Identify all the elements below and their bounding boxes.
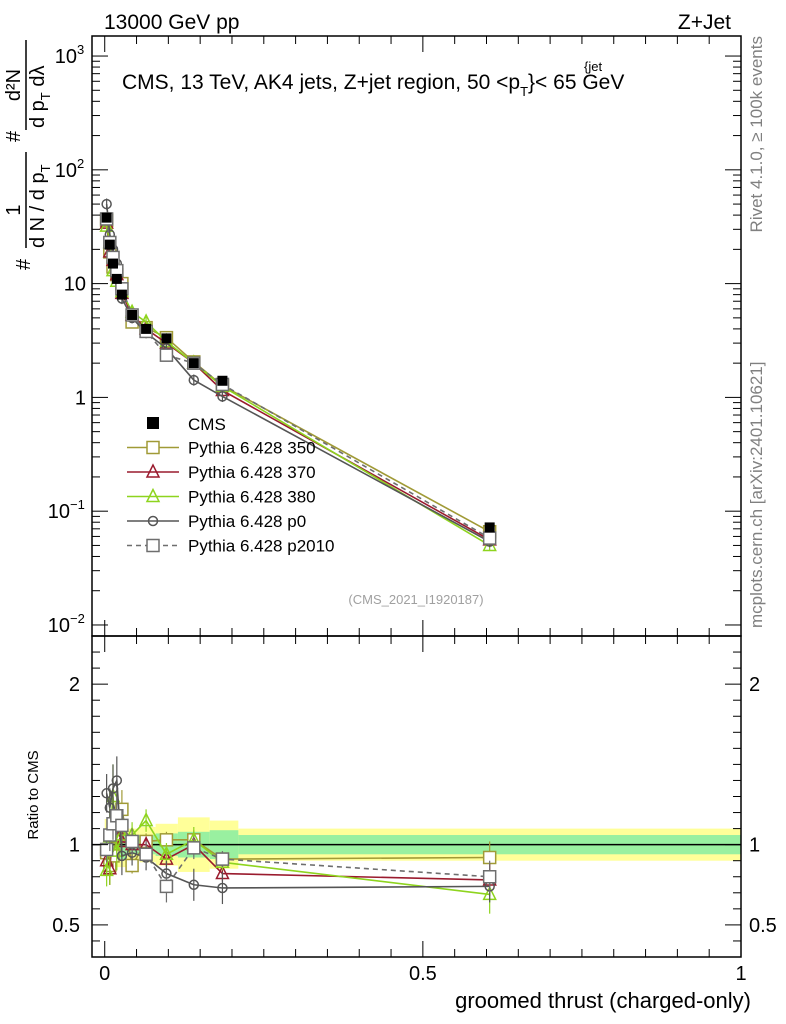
- point-cms: [101, 212, 112, 223]
- ratio-frame: [91, 635, 742, 958]
- point-cms: [116, 289, 127, 300]
- ylabel-frac1-num: 1: [3, 204, 25, 215]
- svg-text:CMS, 13 TeV, AK4 jets, Z+jet r: CMS, 13 TeV, AK4 jets, Z+jet region, 50 …: [122, 71, 624, 99]
- y-tick-label: 10: [55, 160, 77, 182]
- ratio-y-tick-label: 1: [69, 835, 80, 857]
- ratio-point-pythia-6-428-p2010: [482, 870, 497, 884]
- svg-text:d pT dλ: d pT dλ: [27, 66, 53, 128]
- legend-marker-pythia-6-428-p2010: [146, 538, 160, 553]
- ylabel-sub-2: T: [38, 92, 53, 100]
- rivet-label: Rivet 4.1.0, ≥ 100k events: [747, 36, 766, 232]
- x-axis-label: groomed thrust (charged-only): [455, 988, 751, 1013]
- x-tick-label: 0: [99, 963, 110, 985]
- ratio-y-tick-label: 2: [69, 674, 80, 696]
- svg-text:d N / d pT: d N / d pT: [27, 164, 53, 248]
- header-right: Z+Jet: [678, 11, 731, 34]
- y-tick-exp: 3: [77, 42, 84, 57]
- ratio-point-pythia-6-428-p0: [217, 882, 228, 894]
- point-cms: [188, 358, 199, 369]
- y-tick-exp: −2: [70, 611, 85, 626]
- ratio-point-pythia-6-428-p2010: [115, 818, 129, 833]
- ratio-point-pythia-6-428-p0: [116, 850, 128, 862]
- legend-marker-pythia-6-428-350: [146, 440, 160, 455]
- plot-title: CMS, 13 TeV, AK4 jets, Z+jet region, 50 …: [122, 59, 624, 99]
- ratio-point-pythia-6-428-p0: [188, 879, 200, 891]
- point-pythia-6-428-p0: [101, 198, 112, 210]
- point-cms: [111, 273, 122, 284]
- header-left: 13000 GeV pp: [104, 11, 239, 34]
- ratio-point-pythia-6-428-p2010: [139, 847, 153, 862]
- y-tick-label: 10: [48, 501, 70, 523]
- series-line-pythia-6-428-350: [105, 220, 491, 533]
- analysis-watermark: (CMS_2021_I1920187): [348, 592, 483, 607]
- y-tick-exp: −1: [70, 497, 85, 512]
- legend-marker-pythia-6-428-p0: [147, 515, 159, 527]
- ylabel-frac1-den: d N / d p: [27, 172, 49, 248]
- point-pythia-6-428-p2010: [159, 348, 174, 362]
- point-cms: [107, 258, 118, 269]
- point-cms: [104, 239, 115, 250]
- ratio-y-tick-label: 0.5: [52, 915, 80, 937]
- ylabel-hash-1: #: [13, 258, 35, 270]
- y-tick-label: 10: [55, 46, 77, 68]
- legend-label-pythia-6-428-370: Pythia 6.428 370: [188, 463, 316, 482]
- title-sub: T: [520, 84, 528, 99]
- legend-marker-pythia-6-428-380: [145, 487, 161, 503]
- y-axis-label: # 1 d N / d pT # d²N d pT dλ: [3, 40, 53, 270]
- ratio-point-pythia-6-428-380: [159, 845, 174, 861]
- y-tick-label: 10: [64, 274, 86, 296]
- y-tick-exp: 2: [77, 156, 84, 171]
- legend-label-pythia-6-428-p0: Pythia 6.428 p0: [188, 512, 306, 531]
- point-cms: [141, 323, 152, 334]
- mcplots-label: mcplots.cern.ch [arXiv:2401.10621]: [747, 362, 766, 628]
- ylabel-frac2-den: d p: [27, 100, 49, 128]
- ratio-point-pythia-6-428-p2010: [125, 834, 139, 849]
- ratio-y-tick-label-right: 0.5: [749, 915, 777, 937]
- title-main: CMS, 13 TeV, AK4 jets, Z+jet region, 50 …: [122, 71, 520, 94]
- y-tick-label: 10: [48, 615, 70, 637]
- legend-marker-pythia-6-428-370: [145, 463, 161, 478]
- ratio-point-pythia-6-428-p0: [111, 775, 123, 786]
- ylabel-frac2-den-b: dλ: [27, 66, 49, 93]
- point-cms: [217, 375, 228, 386]
- ratio-point-pythia-6-428-p2010: [187, 841, 201, 855]
- legend-label-pythia-6-428-350: Pythia 6.428 350: [188, 439, 316, 458]
- ratio-point-pythia-6-428-p2010: [103, 828, 117, 842]
- legend-label-cms: CMS: [188, 415, 226, 434]
- ratio-y-tick-label-right: 1: [749, 835, 760, 857]
- x-tick-label: 1: [735, 963, 746, 985]
- y-tick-label: 1: [75, 387, 86, 409]
- legend-label-pythia-6-428-380: Pythia 6.428 380: [188, 488, 316, 507]
- ylabel-frac2-num: d²N: [3, 69, 25, 101]
- ratio-point-pythia-6-428-p2010: [99, 842, 114, 857]
- x-tick-label: 0.5: [409, 963, 437, 985]
- ratio-point-pythia-6-428-p0: [104, 802, 116, 813]
- ratio-y-label: Ratio to CMS: [25, 750, 42, 839]
- point-cms: [161, 333, 172, 344]
- point-cms: [484, 522, 495, 533]
- ratio-point-pythia-6-428-380: [138, 811, 154, 827]
- point-pythia-6-428-p0: [188, 374, 200, 386]
- legend: CMS Pythia 6.428 350 Pythia 6.428 370 Pythi…: [127, 415, 335, 556]
- legend-label-pythia-6-428-p2010: Pythia 6.428 p2010: [188, 537, 335, 556]
- ylabel-hash-2: #: [3, 130, 25, 142]
- point-cms: [127, 309, 138, 320]
- ratio-y-tick-label-right: 2: [749, 674, 760, 696]
- legend-marker-cms: [147, 417, 159, 429]
- ratio-point-pythia-6-428-p2010: [215, 852, 230, 866]
- title-end: }< 65 GeV: [528, 71, 624, 94]
- ratio-point-pythia-6-428-p2010: [159, 879, 174, 894]
- point-pythia-6-428-p2010: [482, 531, 497, 545]
- title-sup: {jet: [584, 59, 602, 74]
- point-pythia-6-428-p0: [217, 391, 228, 402]
- ylabel-sub-1: T: [38, 164, 53, 172]
